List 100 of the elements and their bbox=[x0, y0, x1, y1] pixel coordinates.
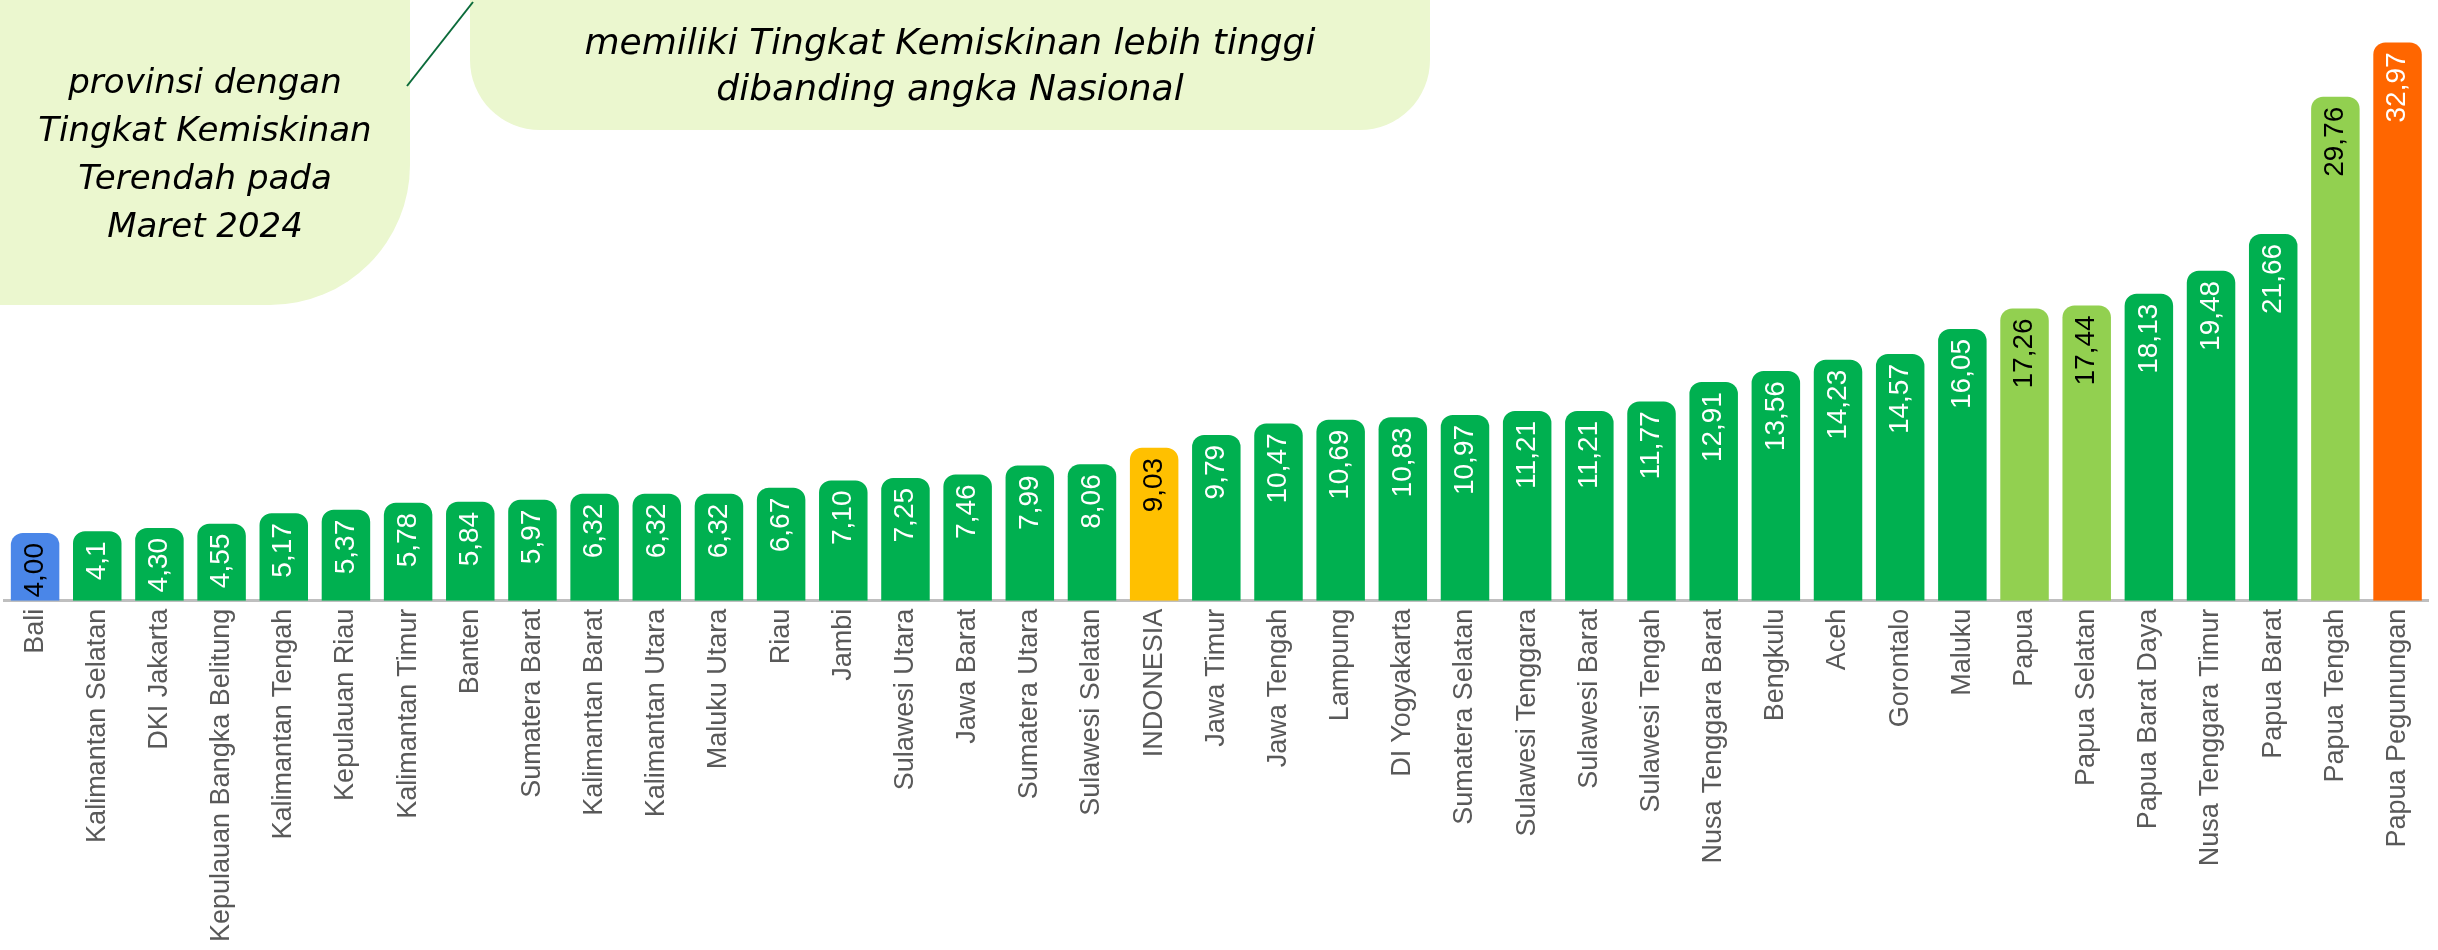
x-tick-label: Maluku Utara bbox=[702, 607, 733, 770]
x-tick-label: Maluku bbox=[1945, 608, 1976, 696]
data-label: 10,97 bbox=[1447, 424, 1479, 496]
x-tick-label: DKI Jakarta bbox=[142, 607, 173, 750]
bar bbox=[756, 487, 806, 601]
data-label: 11,21 bbox=[1509, 420, 1541, 489]
bar bbox=[1254, 423, 1303, 601]
x-tick-label: Kepulauan Riau bbox=[329, 608, 360, 801]
x-tick-label: Papua Barat bbox=[2256, 608, 2287, 759]
bar bbox=[1005, 465, 1055, 601]
x-tick-label: Lampung bbox=[1324, 608, 1355, 722]
bar bbox=[2186, 270, 2236, 601]
bar bbox=[881, 477, 930, 601]
bar bbox=[1129, 447, 1179, 601]
bar bbox=[2311, 96, 2360, 601]
data-label: 5,78 bbox=[390, 512, 422, 568]
data-label: 7,25 bbox=[888, 487, 920, 543]
x-tick-label: Sumatera Selatan bbox=[1448, 608, 1479, 825]
x-tick-label: Nusa Tenggara Barat bbox=[1697, 608, 1728, 864]
x-tick-label: Papua Selatan bbox=[2070, 608, 2101, 786]
x-tick-label: Riau bbox=[764, 608, 795, 665]
bar bbox=[1689, 382, 1738, 601]
bar bbox=[1378, 417, 1428, 601]
x-tick-label: Banten bbox=[453, 608, 484, 695]
bar bbox=[73, 531, 122, 601]
data-label: 9,79 bbox=[1199, 444, 1231, 500]
x-tick-label: Jawa Tengah bbox=[1261, 608, 1292, 768]
bar bbox=[943, 474, 992, 601]
bar bbox=[1938, 328, 1987, 601]
bar bbox=[1192, 434, 1241, 601]
x-tick-label: Bali bbox=[18, 608, 49, 654]
x-tick-label: Kalimantan Selatan bbox=[80, 608, 111, 843]
data-label: 14,57 bbox=[1882, 363, 1914, 435]
x-tick-label: Aceh bbox=[1821, 608, 1852, 671]
bar bbox=[1627, 401, 1676, 601]
data-label: 17,26 bbox=[2007, 318, 2039, 389]
data-label: 8,06 bbox=[1074, 474, 1106, 529]
data-label: 5,37 bbox=[328, 519, 360, 575]
bar bbox=[1875, 353, 1925, 601]
data-label: 16,05 bbox=[1945, 338, 1977, 409]
x-tick-label: Sulawesi Utara bbox=[888, 607, 919, 791]
data-label: 4,1 bbox=[79, 541, 111, 581]
x-tick-label: Papua bbox=[2007, 607, 2038, 687]
x-tick-label: INDONESIA bbox=[1137, 608, 1168, 758]
bar bbox=[1751, 371, 1801, 601]
x-tick-label: Sulawesi Selatan bbox=[1075, 608, 1106, 816]
data-label: 4,30 bbox=[142, 537, 174, 593]
data-label: 7,46 bbox=[950, 484, 982, 539]
bar bbox=[2373, 42, 2422, 601]
x-tick-label: Kalimantan Utara bbox=[640, 607, 671, 818]
data-label: 21,66 bbox=[2255, 243, 2287, 314]
data-label: 10,83 bbox=[1385, 427, 1417, 498]
bar bbox=[1440, 414, 1490, 601]
x-tick-label: Jambi bbox=[826, 608, 857, 681]
data-label: 29,76 bbox=[2318, 106, 2350, 177]
bar bbox=[1316, 419, 1365, 601]
x-tick-label: Kepulauan Bangka Belitung bbox=[205, 608, 236, 943]
x-tick-label: Sulawesi Barat bbox=[1572, 608, 1603, 789]
bar bbox=[2000, 308, 2049, 601]
bar bbox=[2248, 233, 2298, 601]
x-tick-label: Jawa Timur bbox=[1199, 608, 1230, 747]
x-tick-label: Papua Barat Daya bbox=[2132, 607, 2163, 830]
x-tick-label: Kalimantan Tengah bbox=[267, 608, 298, 840]
data-label: 17,44 bbox=[2069, 315, 2101, 386]
data-label: 5,84 bbox=[452, 511, 484, 567]
data-label: 11,77 bbox=[1634, 411, 1666, 480]
bar bbox=[2062, 305, 2111, 601]
bar bbox=[1502, 410, 1552, 601]
bar bbox=[819, 480, 868, 601]
x-tick-label: Papua Pegunungan bbox=[2381, 608, 2411, 848]
x-tick-label: Sumatera Utara bbox=[1013, 607, 1044, 800]
data-label: 9,03 bbox=[1136, 457, 1168, 513]
data-label: 6,32 bbox=[639, 503, 671, 559]
data-label: 10,47 bbox=[1261, 433, 1293, 504]
data-label: 4,55 bbox=[204, 533, 236, 589]
x-tick-label: Papua Tengah bbox=[2318, 608, 2349, 783]
data-label: 11,21 bbox=[1572, 420, 1604, 489]
x-tick-label: Kalimantan Barat bbox=[578, 608, 609, 816]
x-tick-label: Kalimantan Timur bbox=[391, 608, 422, 819]
bar bbox=[2124, 293, 2174, 601]
data-label: 6,32 bbox=[701, 503, 733, 559]
data-label: 5,17 bbox=[266, 523, 298, 578]
x-tick-label: Sulawesi Tenggara bbox=[1510, 607, 1541, 837]
data-label: 32,97 bbox=[2380, 52, 2412, 123]
x-tick-label: Sumatera Barat bbox=[515, 608, 546, 798]
bar bbox=[1565, 410, 1614, 601]
x-tick-label: Jawa Barat bbox=[951, 608, 982, 744]
x-tick-label: Bengkulu bbox=[1759, 608, 1790, 722]
bar bbox=[1067, 464, 1117, 601]
data-label: 6,32 bbox=[577, 503, 609, 559]
data-label: 19,48 bbox=[2193, 280, 2225, 351]
bar bbox=[1813, 359, 1863, 601]
data-label: 13,56 bbox=[1758, 381, 1790, 452]
data-label: 5,97 bbox=[515, 509, 547, 565]
bar bbox=[508, 499, 557, 601]
bar bbox=[570, 493, 619, 601]
data-label: 12,91 bbox=[1696, 392, 1728, 463]
data-label: 6,67 bbox=[763, 497, 795, 553]
data-label: 10,69 bbox=[1323, 429, 1355, 500]
data-label: 7,99 bbox=[1012, 475, 1044, 530]
